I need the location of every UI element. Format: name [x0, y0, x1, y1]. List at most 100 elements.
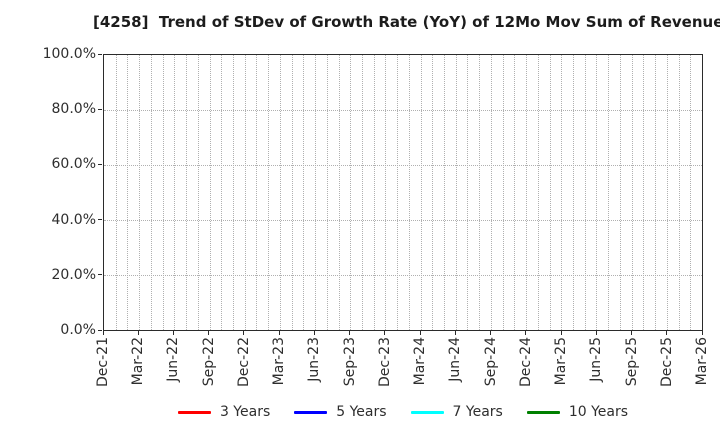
y-tick-label: 0.0% [60, 322, 96, 338]
v-gridline [561, 55, 563, 330]
v-gridline [350, 55, 352, 330]
x-tick [701, 331, 703, 335]
v-gridline [467, 55, 469, 330]
legend-line-swatch [526, 410, 560, 414]
v-gridline [502, 55, 504, 330]
x-tick-label: Dec-25 [658, 337, 675, 387]
v-gridline [678, 55, 680, 330]
v-gridline [643, 55, 645, 330]
x-tick [419, 331, 421, 335]
v-gridline [655, 55, 657, 330]
v-gridline [150, 55, 152, 330]
legend-label: 3 Years [219, 404, 271, 420]
v-gridline [315, 55, 317, 330]
legend-line-swatch [294, 410, 328, 414]
y-tick-label: 80.0% [51, 101, 96, 118]
x-tick-label: Mar-26 [694, 337, 710, 386]
x-tick-label: Sep-25 [623, 337, 640, 387]
v-gridline [256, 55, 258, 330]
y-tick [98, 329, 102, 331]
y-tick [98, 108, 102, 110]
v-gridline [361, 55, 363, 330]
x-tick-label: Dec-24 [517, 337, 534, 387]
legend-label: 10 Years [568, 404, 629, 420]
y-tick [98, 274, 102, 276]
x-tick-label: Sep-22 [200, 337, 217, 387]
v-gridline [303, 55, 305, 330]
legend-item: 7 Years [410, 403, 503, 421]
x-tick [208, 331, 210, 335]
x-tick-label: Mar-22 [130, 337, 147, 386]
v-gridline [666, 55, 668, 330]
h-gridline [104, 220, 702, 221]
v-gridline [584, 55, 586, 330]
x-tick-label: Mar-25 [553, 337, 570, 386]
x-tick [560, 331, 562, 335]
v-gridline [127, 55, 129, 330]
x-tick [102, 331, 104, 335]
legend-line-swatch [177, 410, 211, 414]
v-gridline [268, 55, 270, 330]
h-gridline [104, 110, 702, 111]
y-tick [98, 163, 102, 165]
legend: 3 Years 5 Years 7 Years 10 Years [93, 403, 713, 421]
v-gridline [186, 55, 188, 330]
v-gridline [385, 55, 387, 330]
x-tick-label: Jun-25 [588, 337, 605, 382]
x-tick [172, 331, 174, 335]
x-tick-label: Jun-22 [165, 337, 182, 382]
v-gridline [115, 55, 117, 330]
v-gridline [490, 55, 492, 330]
v-gridline [338, 55, 340, 330]
v-gridline [420, 55, 422, 330]
x-tick-label: Dec-23 [376, 337, 393, 387]
x-tick [243, 331, 245, 335]
x-tick-label: Sep-23 [341, 337, 358, 387]
v-gridline [444, 55, 446, 330]
x-tick [278, 331, 280, 335]
v-gridline [209, 55, 211, 330]
x-tick-label: Mar-24 [412, 337, 429, 386]
x-tick [595, 331, 597, 335]
x-tick-label: Dec-21 [95, 337, 111, 387]
v-gridline [514, 55, 516, 330]
v-gridline [455, 55, 457, 330]
plot-area [103, 54, 703, 331]
v-gridline [596, 55, 598, 330]
legend-item: 3 Years [177, 403, 271, 421]
v-gridline [408, 55, 410, 330]
legend-label: 5 Years [336, 404, 387, 420]
v-gridline [244, 55, 246, 330]
x-tick [490, 331, 492, 335]
v-gridline [197, 55, 199, 330]
v-gridline [619, 55, 621, 330]
x-tick [384, 331, 386, 335]
v-gridline [549, 55, 551, 330]
legend-item: 10 Years [526, 403, 629, 421]
v-gridline [326, 55, 328, 330]
v-gridline [690, 55, 692, 330]
legend-label: 7 Years [452, 404, 503, 420]
v-gridline [608, 55, 610, 330]
x-tick [666, 331, 668, 335]
x-tick-label: Mar-23 [271, 337, 288, 386]
legend-item: 5 Years [294, 403, 387, 421]
v-gridline [397, 55, 399, 330]
v-gridline [174, 55, 176, 330]
y-tick-label: 60.0% [51, 156, 96, 173]
x-tick [454, 331, 456, 335]
y-tick-label: 100.0% [42, 46, 96, 62]
x-tick-label: Jun-24 [447, 337, 464, 382]
y-tick-label: 40.0% [51, 211, 96, 228]
v-gridline [221, 55, 223, 330]
v-gridline [631, 55, 633, 330]
x-tick [349, 331, 351, 335]
v-gridline [279, 55, 281, 330]
h-gridline [104, 165, 702, 166]
v-gridline [139, 55, 141, 330]
v-gridline [573, 55, 575, 330]
x-tick-label: Sep-24 [482, 337, 499, 387]
legend-line-swatch [410, 410, 444, 414]
x-tick-label: Jun-23 [306, 337, 323, 382]
